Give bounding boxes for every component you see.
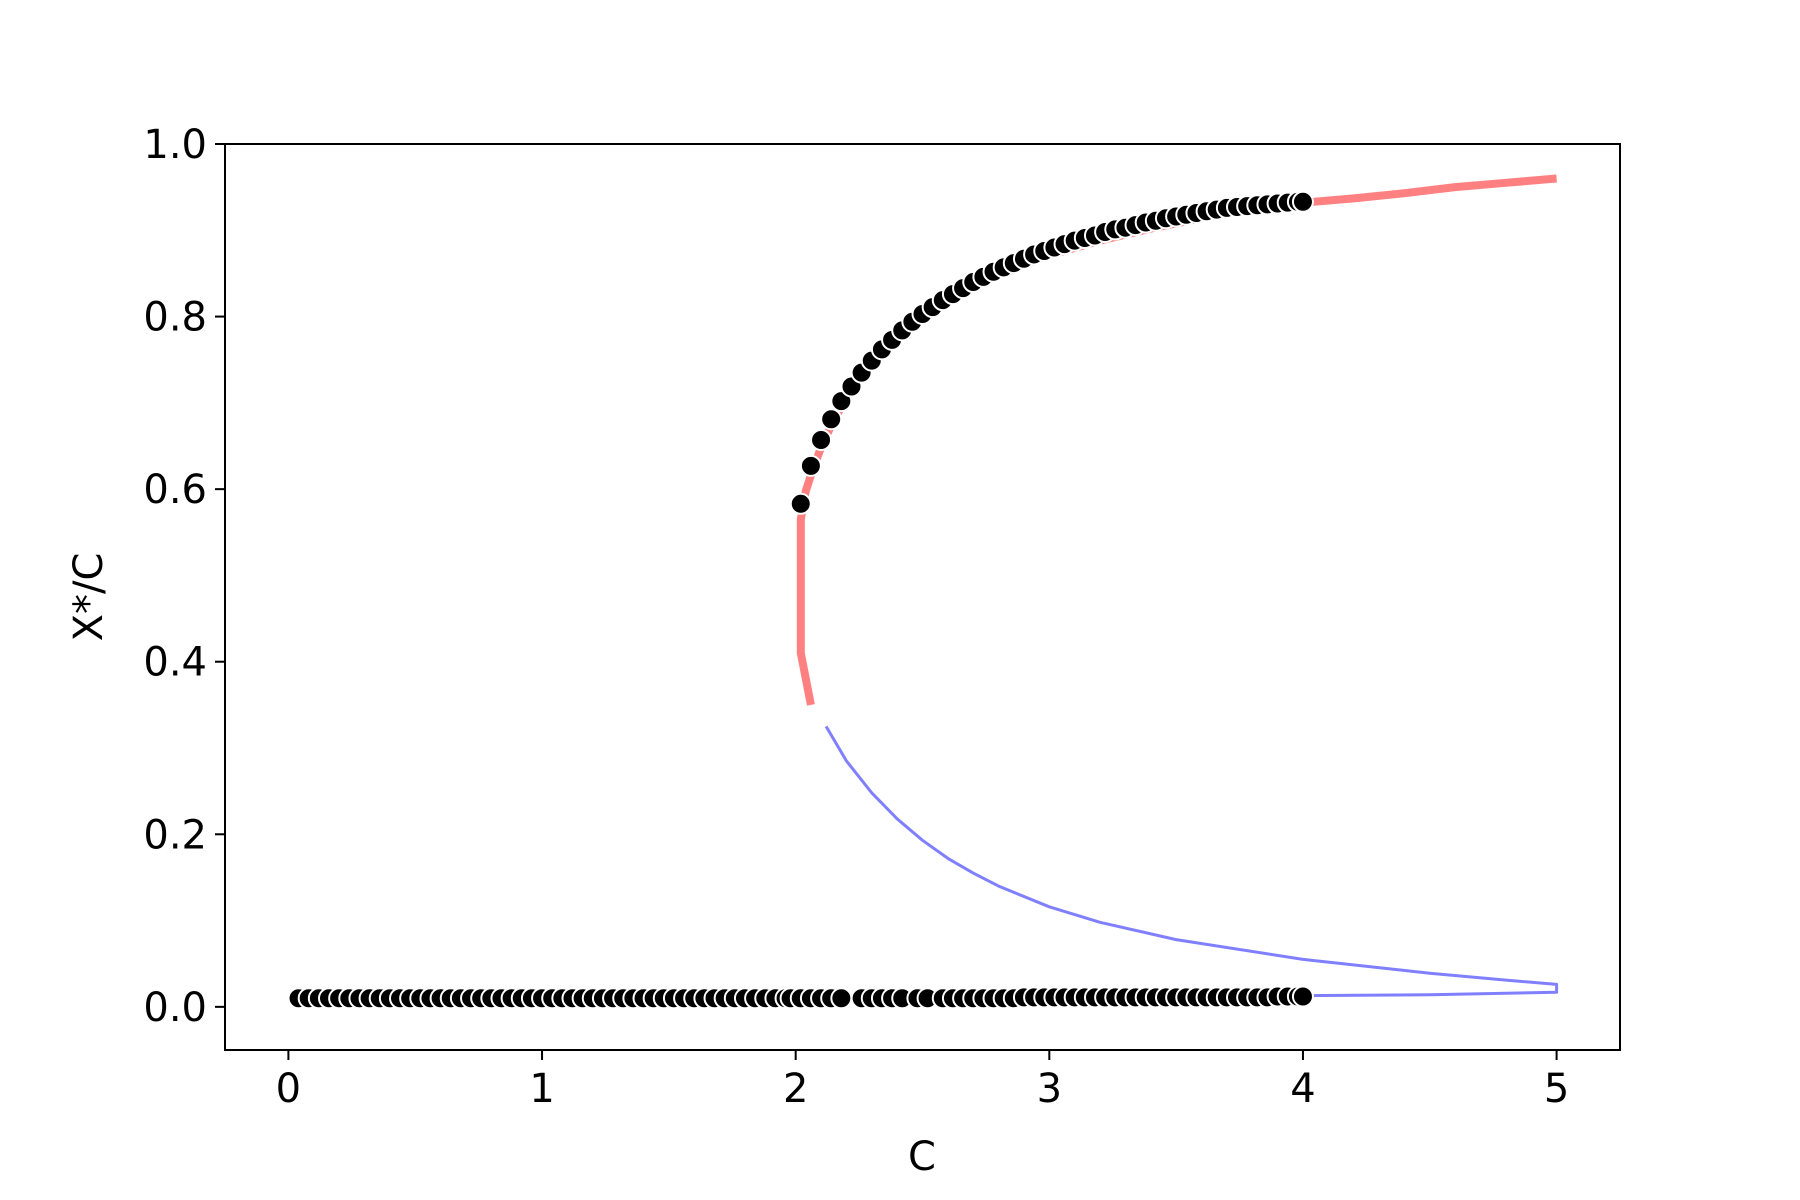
y-axis-label: X*/C (66, 553, 112, 642)
x-tick-label: 5 (1544, 1066, 1569, 1112)
series-layer (287, 174, 1559, 1010)
x-axis-ticks: 0 1 2 3 4 5 (276, 1050, 1569, 1112)
plot-frame (224, 143, 1621, 1051)
data-point (1291, 190, 1314, 213)
data-point (789, 492, 812, 515)
x-tick-label: 2 (783, 1066, 808, 1112)
x-tick-label: 3 (1037, 1066, 1062, 1112)
x-axis-label: C (908, 1134, 936, 1180)
data-point (830, 987, 853, 1010)
data-point (1291, 985, 1314, 1008)
y-tick-label: 0.4 (143, 640, 207, 686)
y-axis-ticks: 0.0 0.2 0.4 0.6 0.8 1.0 (143, 122, 225, 1031)
marker-series-2 (789, 190, 1314, 515)
x-tick-label: 0 (276, 1066, 301, 1112)
x-tick-label: 1 (529, 1066, 554, 1112)
y-tick-label: 0.2 (143, 812, 207, 858)
x-tick-label: 4 (1290, 1066, 1315, 1112)
y-tick-label: 0.8 (143, 295, 207, 341)
data-point (820, 408, 843, 431)
y-tick-label: 0.0 (143, 985, 207, 1031)
marker-series-3 (287, 985, 1314, 1010)
y-tick-label: 0.6 (143, 467, 207, 513)
data-point (810, 428, 833, 451)
y-tick-label: 1.0 (143, 122, 207, 168)
data-point (799, 454, 822, 477)
